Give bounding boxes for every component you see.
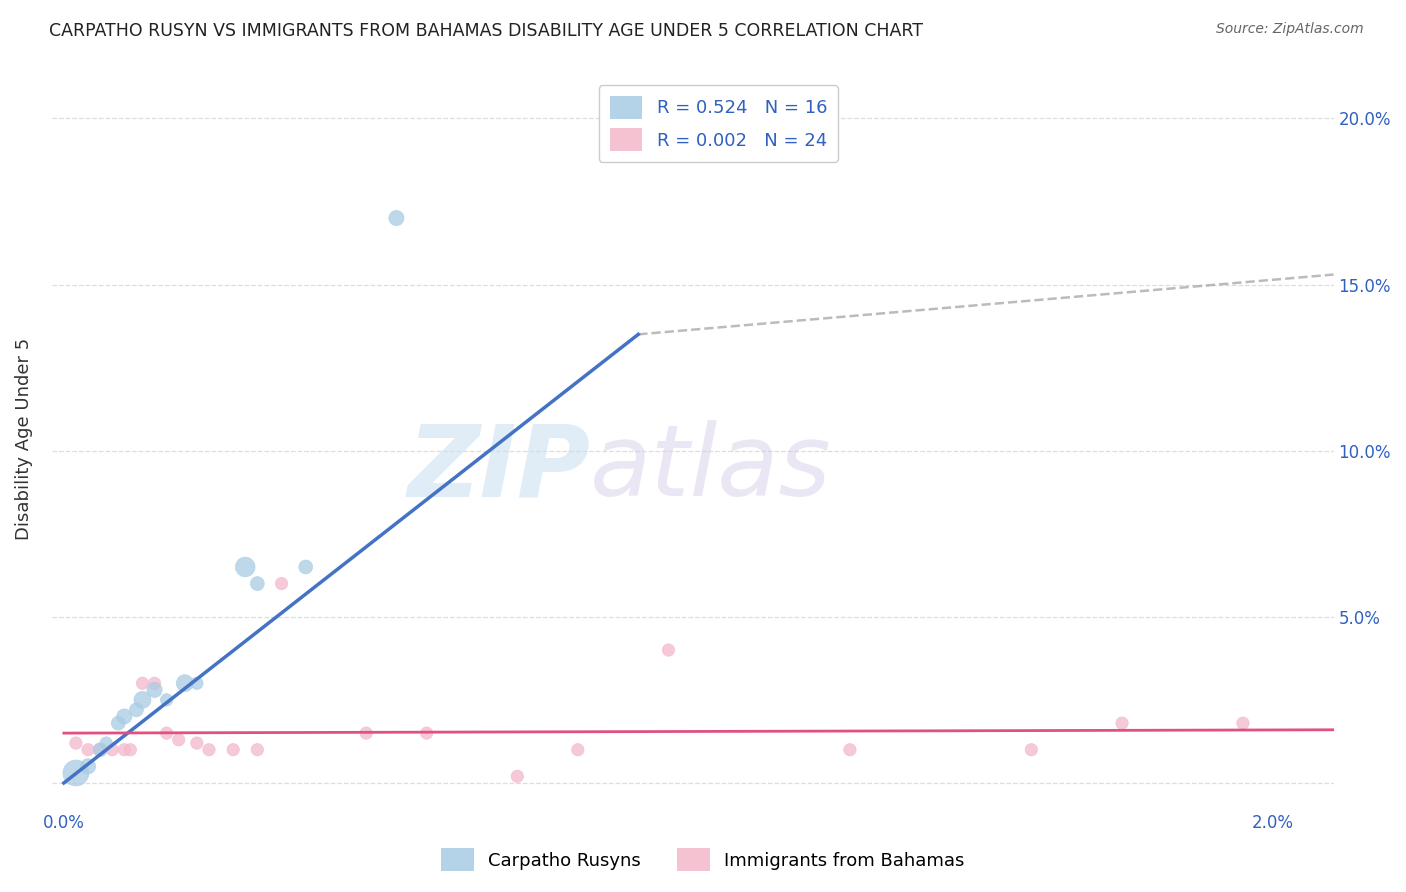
Point xyxy=(1232,716,1254,731)
Point xyxy=(167,732,190,747)
Point xyxy=(77,759,100,773)
Point xyxy=(198,742,221,756)
Point xyxy=(838,742,860,756)
Point xyxy=(294,560,316,574)
Text: CARPATHO RUSYN VS IMMIGRANTS FROM BAHAMAS DISABILITY AGE UNDER 5 CORRELATION CHA: CARPATHO RUSYN VS IMMIGRANTS FROM BAHAMA… xyxy=(49,22,924,40)
Text: atlas: atlas xyxy=(591,420,832,517)
Point xyxy=(173,676,195,690)
Point xyxy=(567,742,589,756)
Point xyxy=(101,742,124,756)
Point xyxy=(270,576,292,591)
Point xyxy=(246,742,269,756)
Point xyxy=(385,211,408,225)
Point xyxy=(1021,742,1043,756)
Point xyxy=(222,742,245,756)
Text: Source: ZipAtlas.com: Source: ZipAtlas.com xyxy=(1216,22,1364,37)
Point xyxy=(65,736,87,750)
Point xyxy=(89,742,111,756)
Point xyxy=(233,560,256,574)
Point xyxy=(77,742,100,756)
Point xyxy=(143,676,166,690)
Point xyxy=(125,703,148,717)
Point xyxy=(246,576,269,591)
Point xyxy=(120,742,142,756)
Point xyxy=(107,716,129,731)
Point xyxy=(156,693,179,707)
Y-axis label: Disability Age Under 5: Disability Age Under 5 xyxy=(15,338,32,541)
Point xyxy=(354,726,377,740)
Point xyxy=(131,676,153,690)
Legend: Carpatho Rusyns, Immigrants from Bahamas: Carpatho Rusyns, Immigrants from Bahamas xyxy=(434,841,972,879)
Point xyxy=(1111,716,1133,731)
Point xyxy=(112,742,135,756)
Point xyxy=(96,736,118,750)
Point xyxy=(131,693,153,707)
Point xyxy=(186,736,208,750)
Point xyxy=(65,766,87,780)
Point xyxy=(89,742,111,756)
Point xyxy=(657,643,679,657)
Point xyxy=(506,769,529,783)
Point xyxy=(156,726,179,740)
Text: ZIP: ZIP xyxy=(408,420,591,517)
Point xyxy=(112,709,135,723)
Legend: R = 0.524   N = 16, R = 0.002   N = 24: R = 0.524 N = 16, R = 0.002 N = 24 xyxy=(599,85,838,162)
Point xyxy=(143,682,166,697)
Point xyxy=(415,726,437,740)
Point xyxy=(186,676,208,690)
